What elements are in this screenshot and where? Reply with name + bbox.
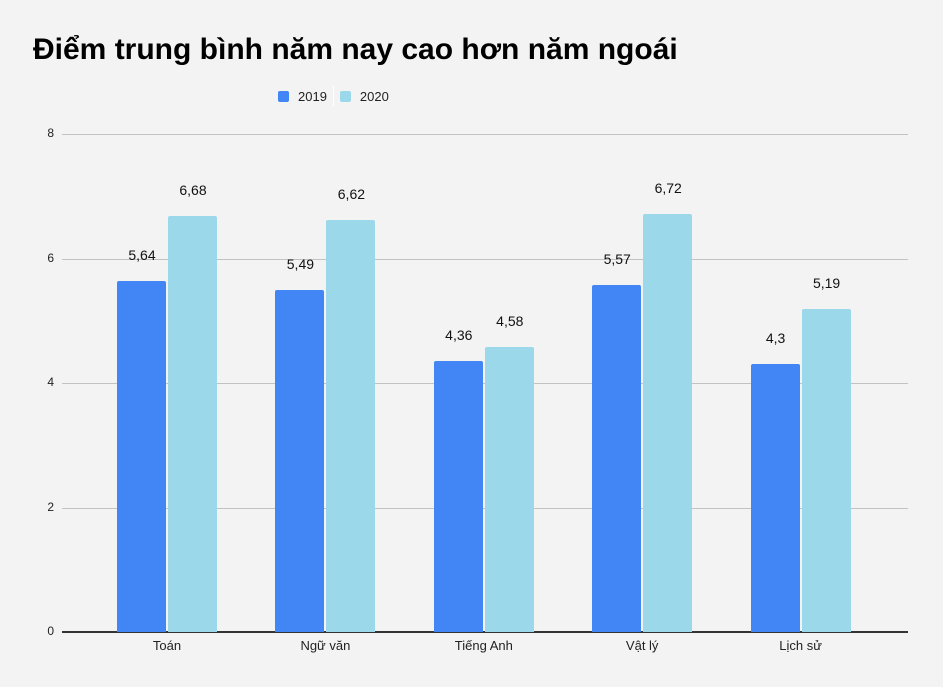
data-label: 6,72: [654, 179, 682, 196]
x-tick-label: Lịch sử: [779, 638, 822, 653]
x-tick-label: Ngữ văn: [300, 638, 351, 653]
bar-2020[interactable]: [643, 213, 693, 632]
legend-item-2019[interactable]: 2019: [272, 86, 333, 106]
x-tick-label: Tiếng Anh: [454, 638, 513, 653]
y-tick-label: 6: [47, 250, 54, 265]
bar-2019[interactable]: [117, 280, 166, 632]
data-label: 5,49: [286, 256, 315, 273]
y-tick-label: 8: [47, 126, 54, 140]
data-label: 4,3: [765, 330, 786, 347]
y-tick-label: 4: [47, 375, 54, 389]
data-label: 5,57: [603, 251, 631, 268]
y-tick-label: 0: [47, 624, 54, 638]
legend-item-2020[interactable]: 2020: [332, 86, 395, 106]
chart-title: Điểm trung bình năm nay cao hơn năm ngoá…: [33, 33, 678, 66]
data-label: 5,64: [128, 246, 156, 263]
bar-2019[interactable]: [750, 364, 800, 632]
bar-2019[interactable]: [275, 290, 325, 632]
data-label: 4,58: [496, 312, 524, 329]
gridline: [62, 258, 908, 260]
bar-2020[interactable]: [168, 216, 217, 632]
legend-label-2020: 2020: [359, 88, 389, 104]
gridline: [62, 134, 908, 135]
legend: 2019 2020: [272, 86, 395, 106]
data-label: 5,19: [812, 274, 841, 291]
bar-2020[interactable]: [801, 308, 851, 632]
data-label: 6,68: [179, 182, 207, 199]
data-label: 4,36: [445, 326, 473, 343]
data-label: 6,62: [337, 185, 366, 202]
bar-2019[interactable]: [592, 285, 642, 632]
bar-2020[interactable]: [326, 219, 376, 632]
legend-label-2019: 2019: [298, 88, 327, 104]
legend-swatch-2020: [339, 90, 351, 102]
x-axis-line: [62, 631, 908, 633]
y-tick-label: 2: [47, 499, 54, 514]
plot-area: 5,64 6,68 5,49 6,62 4,36 4,58 5,57 6,72 4,3 5,19: [62, 134, 908, 633]
bar-2020[interactable]: [484, 346, 534, 632]
legend-swatch-2019: [278, 90, 289, 102]
x-tick-label: Toán: [152, 638, 182, 653]
x-tick-label: Vật lý: [625, 638, 659, 653]
bar-2019[interactable]: [433, 360, 483, 632]
